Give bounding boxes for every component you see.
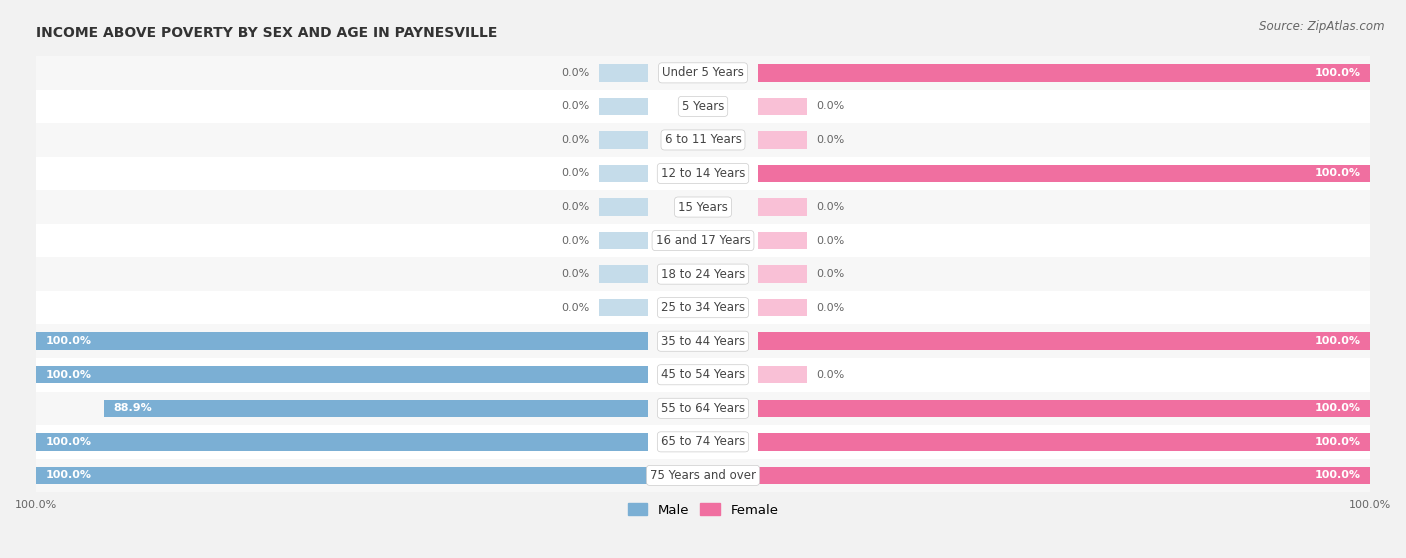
Text: 100.0%: 100.0% [1315, 169, 1361, 179]
Bar [37, 466, 648, 484]
Bar [37, 433, 648, 450]
Text: 100.0%: 100.0% [45, 336, 91, 346]
Text: 0.0%: 0.0% [561, 235, 589, 246]
Text: 0.0%: 0.0% [817, 135, 845, 145]
Text: 0.0%: 0.0% [561, 269, 589, 279]
Bar [758, 266, 807, 283]
Bar [37, 459, 1369, 492]
Text: 0.0%: 0.0% [561, 68, 589, 78]
Bar [758, 433, 1369, 450]
Bar [599, 198, 648, 216]
Text: Source: ZipAtlas.com: Source: ZipAtlas.com [1260, 20, 1385, 32]
Text: 100.0%: 100.0% [1315, 470, 1361, 480]
Text: 0.0%: 0.0% [561, 135, 589, 145]
Bar [37, 157, 1369, 190]
Text: 100.0%: 100.0% [45, 437, 91, 447]
Bar [37, 224, 1369, 257]
Bar [37, 190, 1369, 224]
Bar [599, 266, 648, 283]
Bar [599, 131, 648, 148]
Text: INCOME ABOVE POVERTY BY SEX AND AGE IN PAYNESVILLE: INCOME ABOVE POVERTY BY SEX AND AGE IN P… [37, 26, 498, 40]
Text: 16 and 17 Years: 16 and 17 Years [655, 234, 751, 247]
Bar [599, 98, 648, 115]
Text: 18 to 24 Years: 18 to 24 Years [661, 268, 745, 281]
Bar [599, 64, 648, 81]
Text: 35 to 44 Years: 35 to 44 Years [661, 335, 745, 348]
Text: 25 to 34 Years: 25 to 34 Years [661, 301, 745, 314]
Text: 5 Years: 5 Years [682, 100, 724, 113]
Bar [758, 333, 1369, 350]
Text: 88.9%: 88.9% [114, 403, 152, 413]
Text: 0.0%: 0.0% [561, 169, 589, 179]
Bar [37, 90, 1369, 123]
Bar [758, 366, 807, 383]
Bar [37, 257, 1369, 291]
Text: 100.0%: 100.0% [1315, 68, 1361, 78]
Bar [37, 291, 1369, 324]
Text: 65 to 74 Years: 65 to 74 Years [661, 435, 745, 448]
Text: 100.0%: 100.0% [1315, 336, 1361, 346]
Bar [37, 333, 648, 350]
Text: 55 to 64 Years: 55 to 64 Years [661, 402, 745, 415]
Bar [37, 123, 1369, 157]
Bar [599, 165, 648, 182]
Bar [37, 56, 1369, 90]
Text: 12 to 14 Years: 12 to 14 Years [661, 167, 745, 180]
Text: 75 Years and over: 75 Years and over [650, 469, 756, 482]
Text: 0.0%: 0.0% [817, 269, 845, 279]
Bar [758, 98, 807, 115]
Text: 100.0%: 100.0% [45, 370, 91, 380]
Bar [599, 232, 648, 249]
Text: 100.0%: 100.0% [1315, 437, 1361, 447]
Bar [758, 165, 1369, 182]
Bar [758, 400, 1369, 417]
Text: 0.0%: 0.0% [817, 235, 845, 246]
Bar [758, 299, 807, 316]
Text: 0.0%: 0.0% [561, 202, 589, 212]
Bar [37, 392, 1369, 425]
Text: 0.0%: 0.0% [817, 102, 845, 112]
Text: 0.0%: 0.0% [561, 102, 589, 112]
Text: 100.0%: 100.0% [45, 470, 91, 480]
Text: 0.0%: 0.0% [817, 370, 845, 380]
Text: 6 to 11 Years: 6 to 11 Years [665, 133, 741, 146]
Bar [37, 366, 648, 383]
Bar [104, 400, 648, 417]
Bar [758, 232, 807, 249]
Bar [758, 198, 807, 216]
Legend: Male, Female: Male, Female [623, 498, 783, 522]
Bar [37, 425, 1369, 459]
Text: 0.0%: 0.0% [561, 302, 589, 312]
Text: 15 Years: 15 Years [678, 200, 728, 214]
Bar [758, 466, 1369, 484]
Text: 45 to 54 Years: 45 to 54 Years [661, 368, 745, 381]
Text: Under 5 Years: Under 5 Years [662, 66, 744, 79]
Bar [758, 131, 807, 148]
Text: 0.0%: 0.0% [817, 302, 845, 312]
Bar [758, 64, 1369, 81]
Bar [37, 358, 1369, 392]
Bar [37, 324, 1369, 358]
Text: 100.0%: 100.0% [1315, 403, 1361, 413]
Bar [599, 299, 648, 316]
Text: 0.0%: 0.0% [817, 202, 845, 212]
